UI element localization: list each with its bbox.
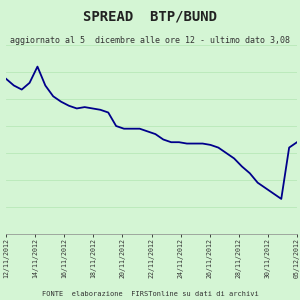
- Text: FONTE  elaborazione  FIRSTonline su dati di archivi: FONTE elaborazione FIRSTonline su dati d…: [42, 291, 258, 297]
- Text: aggiornato al 5  dicembre alle ore 12 - ultimo dato 3,08: aggiornato al 5 dicembre alle ore 12 - u…: [10, 36, 290, 45]
- Text: SPREAD  BTP/BUND: SPREAD BTP/BUND: [83, 9, 217, 23]
